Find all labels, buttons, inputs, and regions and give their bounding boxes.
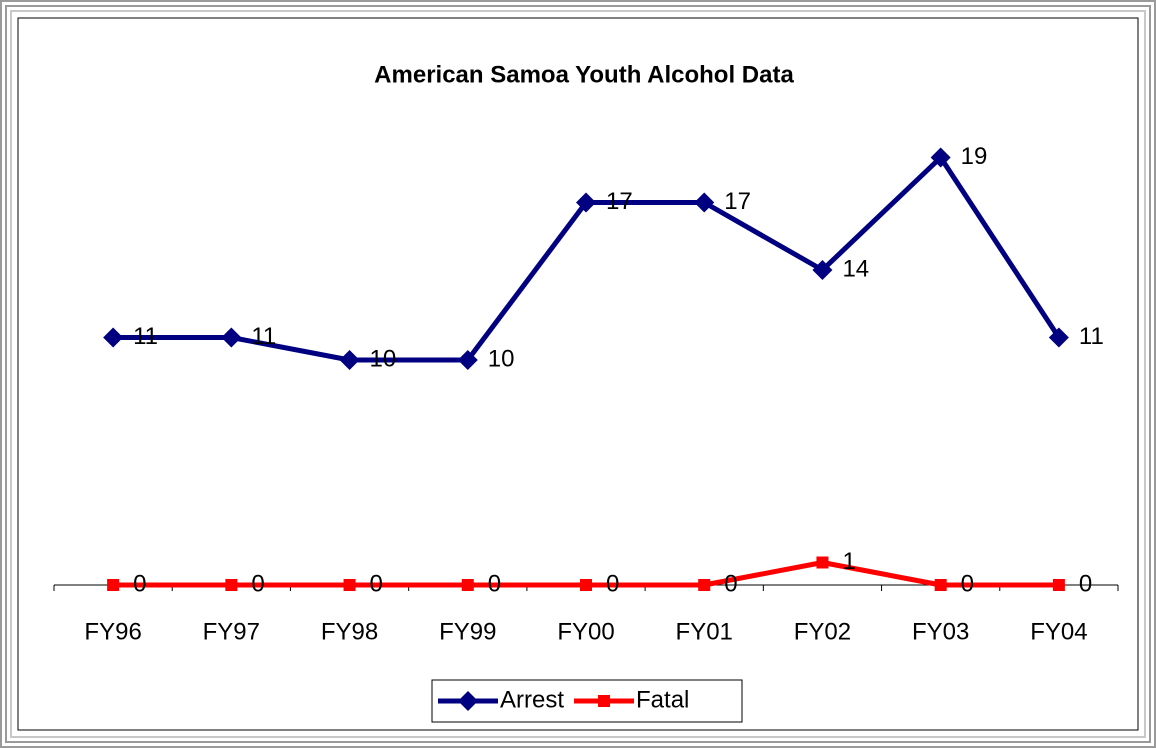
data-point [812, 260, 833, 280]
data-point [816, 556, 829, 569]
x-tick-label: FY01 [676, 618, 733, 645]
chart-area [17, 17, 1139, 731]
data-point [221, 327, 242, 348]
x-tick-label: FY96 [84, 618, 141, 645]
data-label: 0 [1079, 570, 1092, 597]
data-label: 0 [370, 570, 383, 597]
data-label: 10 [488, 345, 515, 372]
x-tick-label: FY00 [557, 618, 614, 645]
data-point [107, 579, 120, 591]
x-tick-label: FY03 [912, 618, 969, 645]
data-point [930, 147, 951, 168]
data-label: 17 [724, 188, 751, 215]
x-tick-label: FY98 [321, 618, 378, 645]
data-point [694, 192, 715, 213]
data-label: 10 [370, 345, 397, 372]
data-point [934, 579, 947, 591]
data-point [103, 327, 124, 348]
data-point [461, 579, 474, 591]
data-label: 19 [961, 143, 988, 170]
data-label: 0 [488, 570, 501, 597]
data-point [1048, 327, 1069, 348]
data-label: 11 [133, 323, 158, 350]
data-label: 17 [606, 188, 633, 215]
data-point [457, 350, 478, 370]
data-label: 11 [1079, 323, 1104, 350]
outer-frame-shade [10, 10, 1146, 738]
data-point [698, 579, 711, 591]
data-label: 1 [842, 548, 855, 575]
data-point [576, 192, 596, 213]
data-label: 0 [133, 570, 146, 597]
data-point [339, 350, 360, 370]
data-label: 0 [961, 570, 974, 597]
data-label: 14 [842, 255, 869, 282]
chart-title: American Samoa Youth Alcohol Data [374, 61, 794, 88]
legend-marker [458, 691, 478, 711]
data-label: 0 [606, 570, 619, 597]
data-point [580, 579, 592, 591]
data-label: 0 [251, 570, 264, 597]
legend-label: Arrest [500, 686, 564, 713]
legend-label: Fatal [636, 686, 689, 713]
outer-frame-inner [5, 5, 1151, 743]
x-tick-label: FY02 [794, 618, 851, 645]
data-point [343, 579, 356, 591]
data-point [1052, 579, 1065, 591]
x-tick-label: FY97 [203, 618, 260, 645]
data-label: 11 [251, 323, 276, 350]
data-label: 0 [724, 570, 737, 597]
x-tick-label: FY04 [1030, 618, 1087, 645]
data-point [225, 579, 238, 591]
legend-marker [598, 695, 611, 707]
x-tick-label: FY99 [439, 618, 496, 645]
